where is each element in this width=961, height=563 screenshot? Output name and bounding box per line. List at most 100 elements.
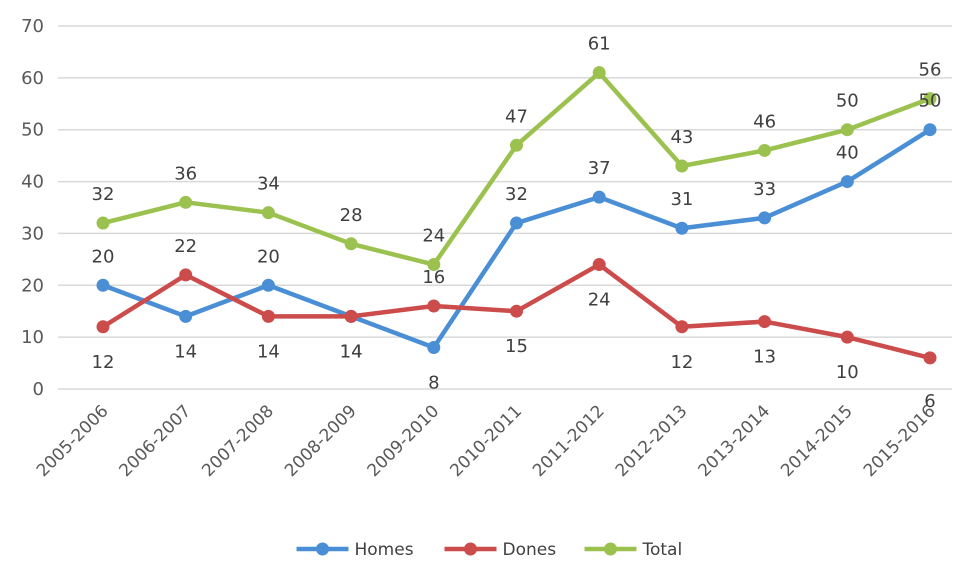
data-label-dones: 13	[753, 347, 776, 368]
data-point-dones	[923, 351, 937, 365]
data-point-dones	[758, 315, 772, 329]
data-label-homes: 40	[836, 143, 859, 164]
legend-item-total: Total	[584, 540, 683, 560]
legend-swatch-marker	[316, 542, 329, 556]
data-label-homes: 20	[92, 246, 115, 267]
legend-item-homes: Homes	[296, 540, 414, 560]
data-label-dones: 14	[340, 341, 363, 362]
data-label-homes: 33	[753, 179, 776, 200]
data-point-total	[344, 237, 358, 251]
data-point-total	[592, 66, 606, 80]
data-point-dones	[427, 299, 441, 313]
data-point-dones	[261, 309, 275, 323]
x-tick-label: 2013-2014	[694, 401, 774, 481]
y-tick-label: 20	[21, 275, 44, 296]
y-tick-label: 0	[33, 379, 44, 400]
data-point-total	[923, 92, 937, 106]
data-point-dones	[179, 268, 193, 282]
x-tick-label: 2011-2012	[529, 401, 609, 481]
legend-label: Total	[642, 540, 683, 560]
data-label-total: 36	[174, 163, 197, 184]
data-point-total	[840, 123, 854, 137]
gridlines	[58, 25, 952, 390]
y-tick-label: 60	[21, 68, 44, 89]
y-tick-label: 50	[21, 120, 44, 141]
data-label-homes: 31	[670, 189, 693, 210]
data-label-dones: 16	[422, 267, 445, 288]
data-point-homes	[510, 216, 523, 230]
legend-swatch-marker	[604, 542, 617, 556]
data-label-total: 46	[753, 111, 776, 132]
x-tick-label: 2008-2009	[281, 401, 361, 481]
y-tick-label: 30	[21, 223, 44, 244]
data-label-total: 28	[340, 205, 363, 226]
data-point-homes	[923, 123, 937, 137]
data-point-dones	[344, 309, 358, 323]
data-label-dones: 22	[174, 236, 197, 257]
data-point-homes	[96, 278, 110, 292]
data-label-homes: 20	[257, 246, 280, 267]
data-point-total	[427, 258, 441, 272]
y-tick-label: 70	[21, 16, 44, 37]
legend-swatch-marker	[464, 542, 477, 556]
data-point-homes	[592, 190, 606, 204]
data-point-total	[261, 206, 275, 220]
x-tick-label: 2015-2016	[860, 401, 940, 481]
data-label-total: 32	[92, 184, 115, 205]
data-point-dones	[675, 320, 689, 334]
data-label-homes: 14	[174, 341, 197, 362]
y-tick-label: 10	[21, 327, 44, 348]
data-label-homes: 32	[505, 184, 528, 205]
data-point-homes	[427, 341, 441, 355]
data-point-dones	[840, 330, 854, 344]
x-tick-label: 2006-2007	[116, 401, 196, 481]
data-point-homes	[840, 175, 854, 189]
x-tick-label: 2009-2010	[364, 401, 444, 481]
data-point-total	[675, 159, 689, 173]
data-point-homes	[261, 278, 275, 292]
data-point-total	[758, 143, 772, 157]
legend-label: Dones	[503, 540, 557, 560]
data-point-homes	[179, 309, 193, 323]
data-point-total	[96, 216, 110, 230]
data-label-total: 47	[505, 106, 528, 127]
x-tick-label: 2007-2008	[198, 401, 278, 481]
y-tick-label: 40	[21, 172, 44, 193]
x-tick-label: 2012-2013	[612, 401, 692, 481]
data-label-dones: 10	[836, 362, 859, 383]
data-label-homes: 14	[340, 341, 363, 362]
data-label-homes: 8	[428, 373, 439, 394]
data-label-total: 34	[257, 174, 280, 195]
data-point-dones	[510, 304, 523, 318]
data-label-dones: 15	[505, 336, 528, 357]
data-point-homes	[758, 211, 772, 225]
data-point-dones	[592, 258, 606, 272]
x-axis: 2005-2006 2006-2007 2007-2008 2008-2009 2009…	[33, 401, 940, 481]
data-label-homes: 50	[919, 91, 942, 112]
data-label-dones: 24	[588, 290, 611, 311]
data-label-total: 61	[588, 34, 611, 55]
data-label-dones: 6	[924, 391, 935, 412]
series-layer	[96, 66, 937, 365]
y-axis: 0 10 20 30 40 50 60 70	[21, 16, 44, 400]
data-label-total: 56	[919, 60, 942, 81]
data-label-total: 50	[836, 91, 859, 112]
legend: Homes Dones Total	[296, 540, 683, 560]
series-line-total	[100, 70, 933, 267]
data-label-total: 24	[422, 226, 445, 247]
x-tick-label: 2005-2006	[33, 401, 113, 481]
data-label-dones: 12	[670, 352, 693, 373]
data-label-dones: 14	[257, 341, 280, 362]
data-point-total	[510, 138, 523, 152]
data-point-total	[179, 195, 193, 209]
x-tick-label: 2010-2011	[446, 401, 526, 481]
data-point-dones	[96, 320, 110, 334]
legend-label: Homes	[355, 540, 414, 560]
x-tick-label: 2014-2015	[777, 401, 857, 481]
data-point-homes	[675, 221, 689, 235]
data-label-total: 43	[670, 127, 693, 148]
data-label-dones: 12	[92, 352, 115, 373]
data-label-homes: 37	[588, 158, 611, 179]
